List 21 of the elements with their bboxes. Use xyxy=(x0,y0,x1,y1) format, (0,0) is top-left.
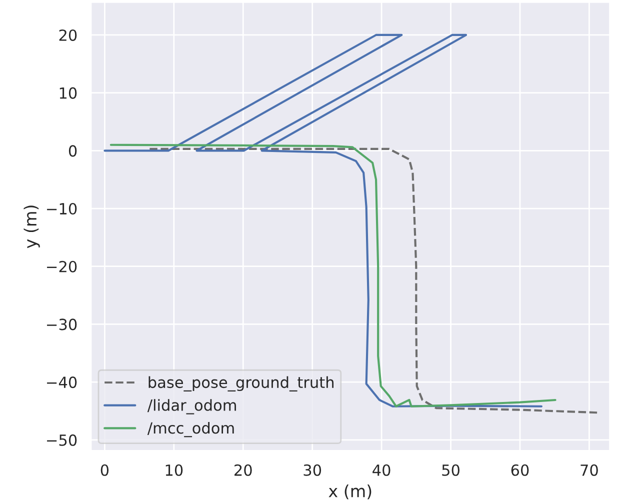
x-axis-title: x (m) xyxy=(328,484,372,500)
y-tick-label: −50 xyxy=(47,434,77,446)
y-tick-label: −20 xyxy=(47,260,77,272)
x-tick-label: 50 xyxy=(442,464,460,476)
x-tick-label: 0 xyxy=(100,464,109,476)
x-tick-label: 30 xyxy=(304,464,322,476)
x-tick-label: 60 xyxy=(511,464,529,476)
y-axis-title: y (m) xyxy=(24,206,40,248)
y-tick-label: 0 xyxy=(68,145,77,157)
x-tick-label: 10 xyxy=(166,464,183,476)
x-tick-label: 70 xyxy=(580,464,598,476)
x-tick-label: 20 xyxy=(234,464,252,476)
y-tick-label: −30 xyxy=(47,318,77,330)
y-tick-label: 20 xyxy=(59,29,77,41)
legend-label: /lidar_odom xyxy=(147,399,236,414)
y-tick-label: 10 xyxy=(60,87,77,99)
y-tick-label: −10 xyxy=(47,202,77,215)
x-tick-label: 40 xyxy=(372,464,390,476)
y-tick-label: −40 xyxy=(47,376,77,388)
legend-label: base_pose_ground_truth xyxy=(148,376,334,392)
legend-label: /mcc_odom xyxy=(147,422,234,438)
